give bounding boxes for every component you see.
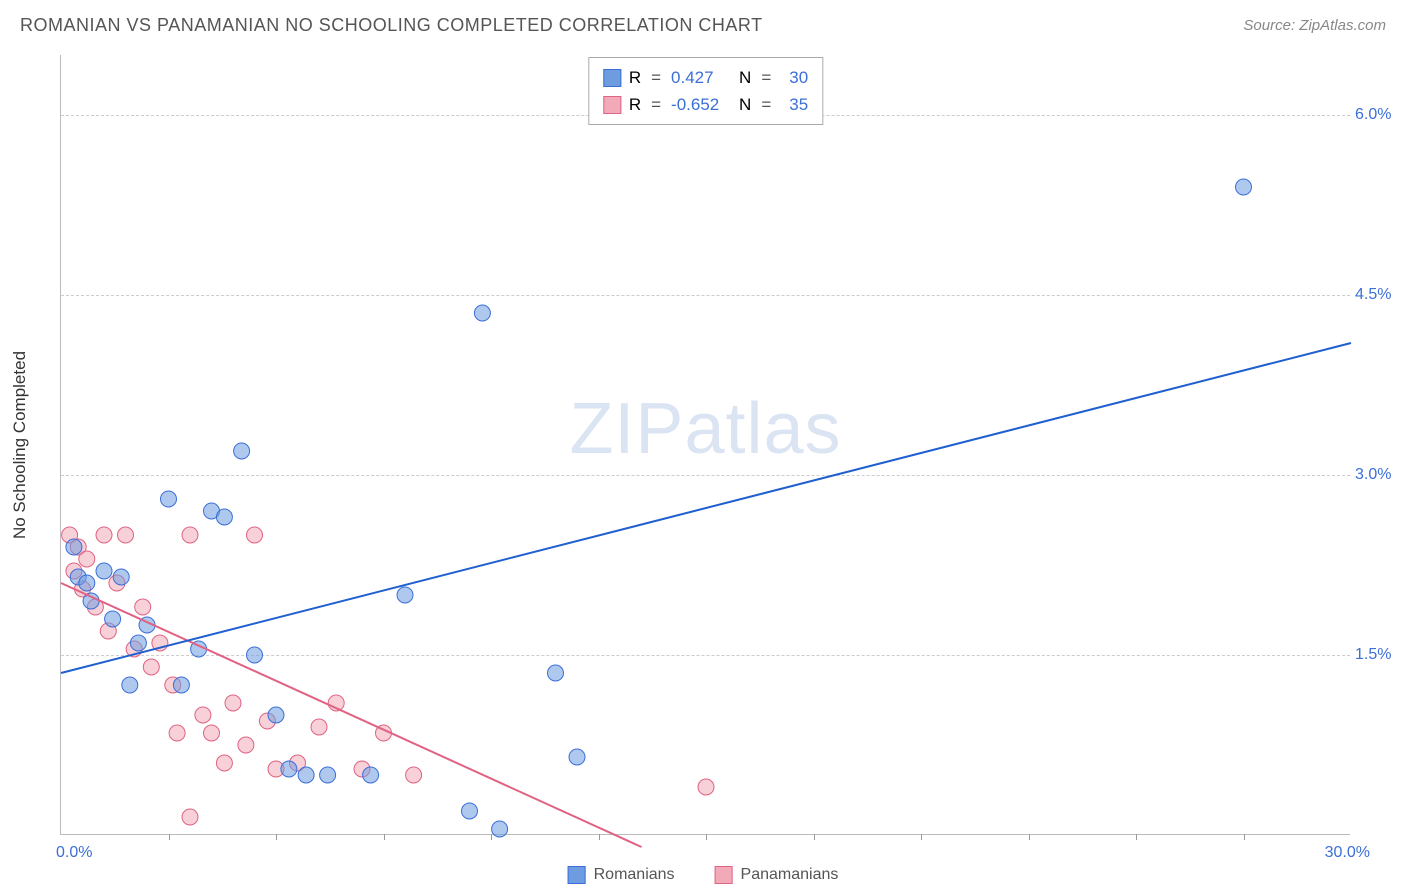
y-tick-label: 3.0% <box>1355 466 1405 484</box>
plot-area: No Schooling Completed ZIPatlas 1.5%3.0%… <box>60 55 1350 835</box>
legend-item-romanians: Romanians <box>568 866 675 884</box>
source-label: Source: <box>1243 17 1295 34</box>
legend-label-romanians: Romanians <box>594 866 675 884</box>
x-min-label: 0.0% <box>56 844 92 862</box>
stats-row-panamanians: R = -0.652 N = 35 <box>603 91 808 118</box>
bottom-legend: Romanians Panamanians <box>568 866 839 884</box>
r-value-romanians: 0.427 <box>671 64 731 91</box>
swatch-romanians <box>603 69 621 87</box>
r-label: R <box>629 91 641 118</box>
plot-inner: ZIPatlas 1.5%3.0%4.5%6.0% R = 0.427 N = … <box>60 55 1350 835</box>
x-max-label: 30.0% <box>1325 844 1370 862</box>
legend-label-panamanians: Panamanians <box>741 866 839 884</box>
n-value-panamanians: 35 <box>789 91 808 118</box>
eq-sign: = <box>651 64 661 91</box>
chart-title: ROMANIAN VS PANAMANIAN NO SCHOOLING COMP… <box>20 15 763 36</box>
eq-sign: = <box>651 91 661 118</box>
swatch-panamanians <box>603 96 621 114</box>
stats-row-romanians: R = 0.427 N = 30 <box>603 64 808 91</box>
r-value-panamanians: -0.652 <box>671 91 731 118</box>
n-value-romanians: 30 <box>789 64 808 91</box>
y-tick-label: 1.5% <box>1355 646 1405 664</box>
y-tick-label: 6.0% <box>1355 106 1405 124</box>
legend-item-panamanians: Panamanians <box>715 866 839 884</box>
stats-legend-box: R = 0.427 N = 30 R = -0.652 N = 35 <box>588 57 823 125</box>
n-label: N <box>739 64 751 91</box>
swatch-panamanians <box>715 866 733 884</box>
swatch-romanians <box>568 866 586 884</box>
r-label: R <box>629 64 641 91</box>
source-value: ZipAtlas.com <box>1299 17 1386 34</box>
scatter-svg <box>61 55 1350 834</box>
source-attribution: Source: ZipAtlas.com <box>1243 17 1386 34</box>
n-label: N <box>739 91 751 118</box>
y-tick-label: 4.5% <box>1355 286 1405 304</box>
eq-sign: = <box>761 64 771 91</box>
y-axis-label: No Schooling Completed <box>10 351 30 539</box>
eq-sign: = <box>761 91 771 118</box>
